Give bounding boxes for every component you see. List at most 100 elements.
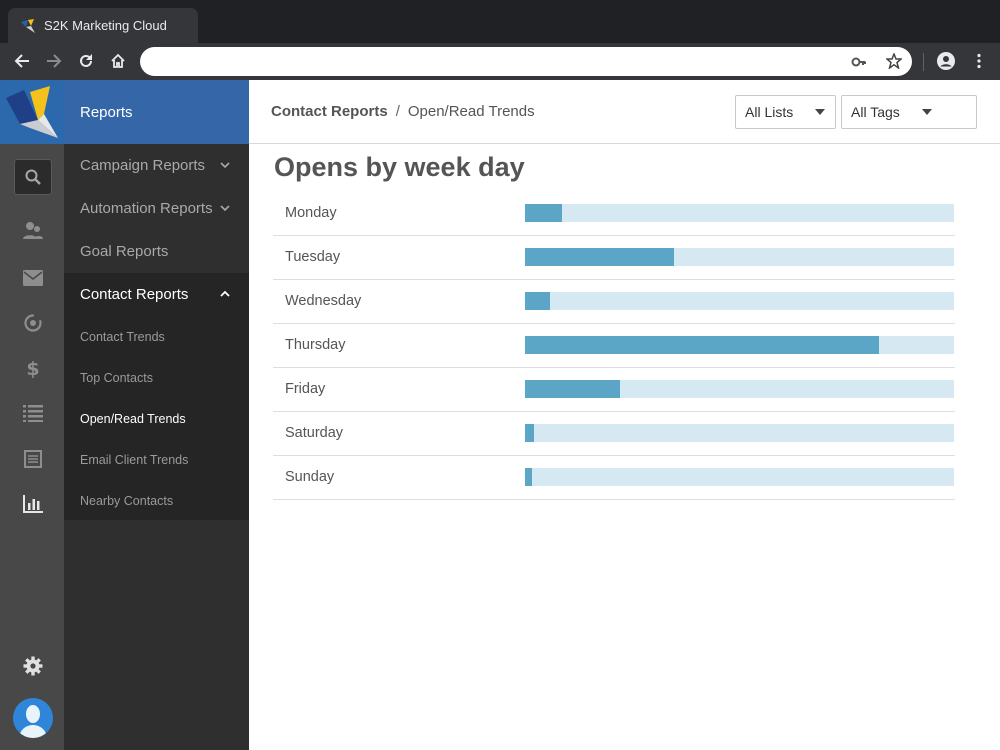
nav-email-client-trends[interactable]: Email Client Trends bbox=[80, 452, 189, 467]
reload-icon bbox=[80, 54, 92, 67]
caret-down-icon bbox=[922, 109, 932, 115]
tab-title: S2K Marketing Cloud bbox=[44, 18, 167, 33]
back-button[interactable] bbox=[10, 49, 34, 73]
bar-label: Friday bbox=[285, 381, 326, 397]
bar bbox=[525, 380, 621, 398]
chevron-up-icon bbox=[220, 290, 230, 297]
lists-filter-value: All Lists bbox=[745, 104, 794, 120]
tags-filter-select[interactable]: All Tags bbox=[841, 95, 977, 129]
contacts-nav[interactable] bbox=[20, 219, 46, 243]
breadcrumb: Contact Reports / Open/Read Trends bbox=[271, 103, 535, 120]
bar-track bbox=[525, 292, 954, 310]
bar bbox=[525, 204, 562, 222]
avatar[interactable] bbox=[13, 698, 53, 738]
reports-nav[interactable] bbox=[20, 492, 46, 516]
search-button[interactable] bbox=[14, 159, 52, 195]
bar bbox=[525, 248, 675, 266]
bar-track bbox=[525, 424, 954, 442]
deals-nav[interactable]: $ bbox=[20, 356, 46, 380]
list-icon bbox=[23, 405, 43, 422]
s2k-logo[interactable] bbox=[0, 80, 64, 144]
nav-contact-reports-label: Contact Reports bbox=[80, 286, 189, 303]
nav-top-contacts[interactable]: Top Contacts bbox=[80, 370, 153, 385]
home-icon bbox=[111, 53, 125, 68]
forms-nav[interactable] bbox=[20, 447, 46, 471]
forward-arrow-icon bbox=[47, 54, 62, 68]
chart-row: Tuesday bbox=[273, 236, 955, 280]
nav-contact-trends[interactable]: Contact Trends bbox=[80, 329, 165, 344]
chevron-down-icon bbox=[220, 205, 230, 212]
automation-icon bbox=[24, 314, 42, 332]
nav-goal-reports-label: Goal Reports bbox=[80, 243, 169, 260]
bookmark-star-icon[interactable] bbox=[886, 53, 902, 69]
bar-label: Wednesday bbox=[285, 293, 362, 309]
page-title: Opens by week day bbox=[274, 152, 525, 182]
chart-row: Saturday bbox=[273, 412, 955, 456]
gear-icon bbox=[23, 656, 43, 676]
contact-reports-group: Contact Reports Contact Trends Top Conta… bbox=[64, 273, 249, 520]
reports-subnav: Reports Campaign Reports Automation Repo… bbox=[64, 80, 249, 750]
reports-icon bbox=[23, 495, 43, 513]
kebab-menu-icon bbox=[977, 53, 981, 69]
browser-menu-button[interactable] bbox=[967, 49, 991, 73]
caret-down-icon bbox=[815, 109, 825, 115]
lists-filter-select[interactable]: All Lists bbox=[735, 95, 836, 129]
nav-automation-reports[interactable]: Automation Reports bbox=[64, 187, 249, 230]
chart-row: Sunday bbox=[273, 456, 955, 500]
nav-contact-reports[interactable]: Contact Reports bbox=[64, 273, 249, 316]
svg-text:$: $ bbox=[26, 358, 39, 379]
profile-button[interactable] bbox=[934, 49, 958, 73]
nav-automation-reports-label: Automation Reports bbox=[80, 200, 213, 217]
bar-label: Tuesday bbox=[285, 249, 341, 265]
nav-campaign-reports[interactable]: Campaign Reports bbox=[64, 144, 249, 187]
chart-row: Monday bbox=[273, 192, 955, 236]
bar-track bbox=[525, 336, 954, 354]
tags-filter-value: All Tags bbox=[851, 104, 900, 120]
chart-row: Friday bbox=[273, 368, 955, 412]
nav-nearby-contacts[interactable]: Nearby Contacts bbox=[80, 493, 174, 508]
bar-track bbox=[525, 204, 954, 222]
chart-row: Thursday bbox=[273, 324, 955, 368]
key-icon[interactable] bbox=[851, 54, 867, 70]
settings-button[interactable] bbox=[20, 653, 46, 679]
user-silhouette-icon bbox=[19, 705, 47, 738]
breadcrumb-contact-reports[interactable]: Contact Reports bbox=[271, 103, 388, 120]
breadcrumb-separator: / bbox=[395, 103, 400, 120]
bar bbox=[525, 468, 532, 486]
bar-label: Saturday bbox=[285, 425, 344, 441]
nav-open-read-trends[interactable]: Open/Read Trends bbox=[80, 411, 186, 426]
bar-track bbox=[525, 380, 954, 398]
browser-tabstrip: S2K Marketing Cloud bbox=[0, 0, 1000, 43]
toolbar-separator bbox=[923, 53, 924, 71]
browser-tab[interactable]: S2K Marketing Cloud bbox=[8, 8, 198, 43]
bar-label: Sunday bbox=[285, 469, 335, 485]
logo-mark-icon bbox=[6, 86, 58, 138]
reload-button[interactable] bbox=[74, 49, 98, 73]
bar bbox=[525, 336, 879, 354]
chart-row: Wednesday bbox=[273, 280, 955, 324]
bar-track bbox=[525, 248, 954, 266]
browser-toolbar bbox=[0, 43, 1000, 80]
account-circle-icon bbox=[937, 52, 955, 70]
s2k-favicon-icon bbox=[21, 18, 35, 33]
home-button[interactable] bbox=[106, 49, 130, 73]
forward-button[interactable] bbox=[42, 49, 66, 73]
opens-by-weekday-chart: Monday Tuesday Wednesday Thursday Friday Satu… bbox=[273, 192, 955, 500]
address-bar[interactable] bbox=[140, 47, 912, 76]
icon-rail: $ bbox=[0, 80, 64, 750]
nav-campaign-reports-label: Campaign Reports bbox=[80, 157, 206, 174]
page-header: Contact Reports / Open/Read Trends All L… bbox=[249, 80, 1000, 144]
report-content: Opens by week day Monday Tuesday Wednesday… bbox=[249, 144, 1000, 750]
nav-goal-reports[interactable]: Goal Reports bbox=[64, 230, 249, 273]
bar-track bbox=[525, 468, 954, 486]
chevron-down-icon bbox=[220, 162, 230, 169]
bar bbox=[525, 292, 550, 310]
bar bbox=[525, 424, 534, 442]
automations-nav[interactable] bbox=[20, 311, 46, 335]
lists-nav[interactable] bbox=[20, 401, 46, 425]
campaigns-nav[interactable] bbox=[20, 266, 46, 290]
back-arrow-icon bbox=[14, 54, 29, 68]
search-icon bbox=[25, 169, 41, 185]
subnav-header: Reports bbox=[64, 80, 249, 144]
bar-label: Monday bbox=[285, 205, 337, 221]
